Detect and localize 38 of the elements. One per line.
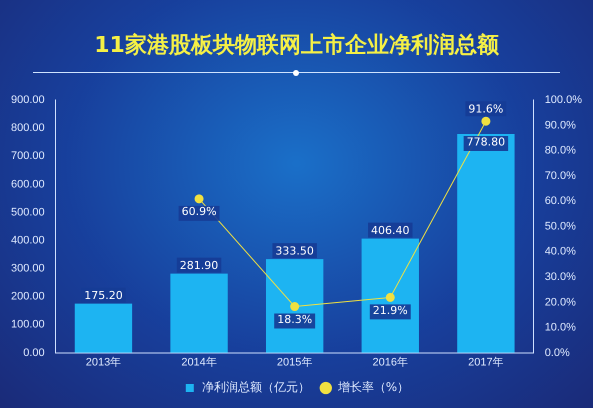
x-tick-label: 2016年	[372, 356, 408, 368]
y-tick-label: 700.00	[10, 150, 45, 162]
data-label: 281.90	[180, 258, 218, 272]
y2-tick-label: 40.0%	[544, 246, 576, 258]
y-tick-label: 400.00	[10, 234, 45, 246]
y2-tick-label: 100.0%	[544, 94, 582, 106]
y-tick-label: 300.00	[10, 262, 45, 275]
data-label: 333.50	[275, 244, 314, 258]
legend-label: 增长率（%）	[336, 380, 410, 394]
y-tick-label: 100.00	[10, 318, 45, 331]
chart-title: 11家港股板块物联网上市企业净利润总额	[93, 32, 500, 60]
y-tick-label: 500.00	[10, 206, 45, 218]
y2-tick-label: 20.0%	[544, 296, 576, 308]
data-label: 91.6%	[468, 102, 504, 116]
y-tick-label: 0.00	[23, 346, 45, 359]
data-label: 18.3%	[277, 312, 312, 326]
y-tick-label: 200.00	[10, 290, 45, 303]
y2-tick-label: 50.0%	[544, 220, 576, 232]
y2-tick-label: 0.0%	[544, 346, 570, 359]
data-label: 406.40	[371, 224, 410, 238]
legend-label: 净利润总额（亿元）	[202, 380, 310, 394]
y2-tick-label: 80.0%	[544, 144, 576, 157]
y-tick-label: 900.00	[10, 94, 45, 106]
y2-tick-label: 60.0%	[544, 195, 576, 208]
y2-tick-label: 70.0%	[544, 170, 576, 182]
data-label: 175.20	[84, 288, 123, 302]
data-label: 21.9%	[372, 304, 408, 317]
y-tick-label: 600.00	[10, 178, 45, 190]
y2-tick-label: 30.0%	[544, 270, 576, 283]
y-tick-label: 800.00	[10, 122, 45, 134]
x-tick-label: 2013年	[86, 356, 122, 368]
data-label: 778.80	[466, 135, 506, 148]
data-label: 60.9%	[182, 205, 217, 218]
y2-tick-label: 90.0%	[544, 119, 576, 132]
x-tick-label: 2015年	[276, 356, 312, 368]
x-tick-label: 2014年	[181, 356, 217, 368]
x-tick-label: 2017年	[468, 356, 504, 368]
y2-tick-label: 10.0%	[544, 322, 576, 334]
